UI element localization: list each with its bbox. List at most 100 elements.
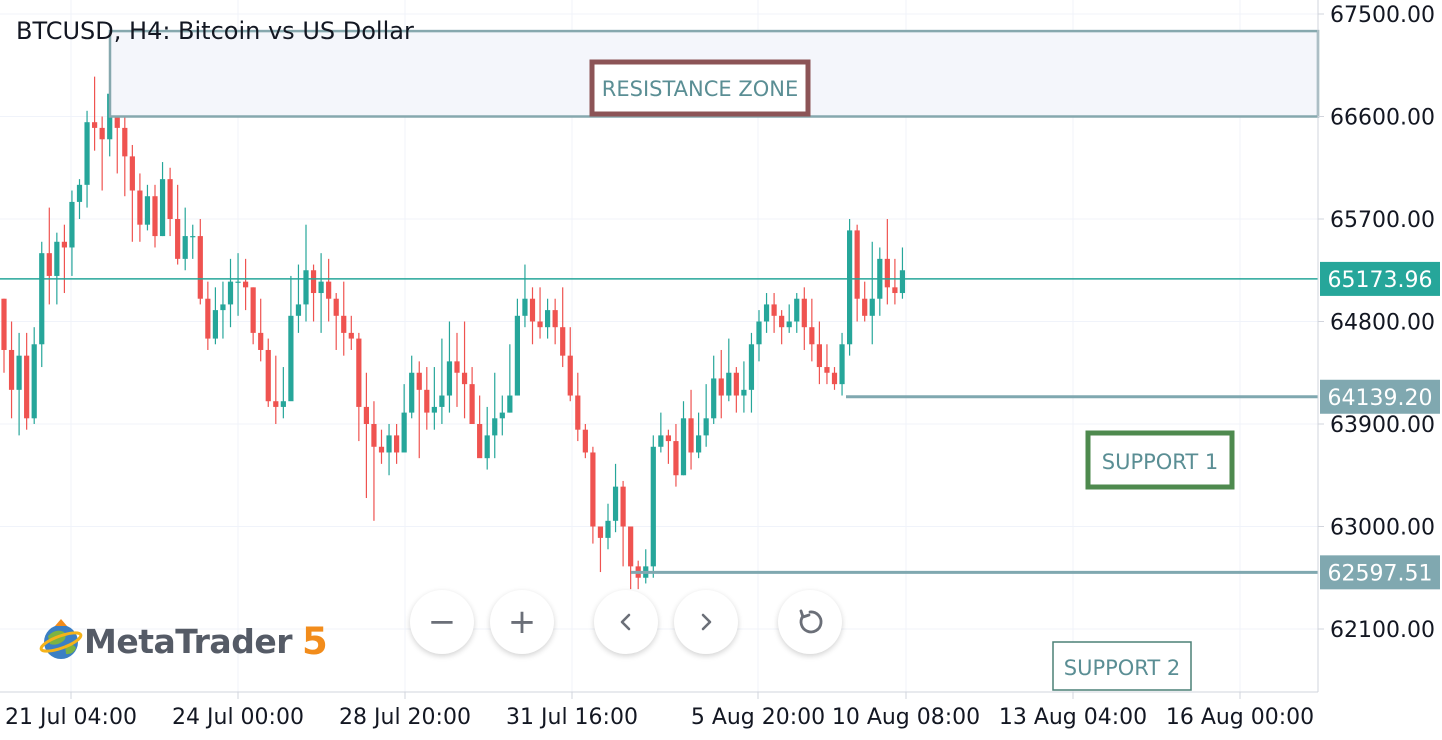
- chart-title: BTCUSD, H4: Bitcoin vs US Dollar: [16, 17, 414, 45]
- plus-icon: +: [507, 602, 537, 642]
- chevron-right-icon: [701, 613, 712, 631]
- candle-body: [763, 304, 770, 322]
- refresh-icon: [799, 609, 823, 634]
- overlays: RESISTANCE ZONE SUPPORT 1 SUPPORT 2: [0, 29, 1320, 691]
- y-tick-label: 67500.00: [1330, 3, 1435, 28]
- candle-body: [650, 446, 656, 567]
- candle-body: [371, 424, 377, 447]
- candle-body: [771, 304, 777, 316]
- candle-body: [786, 321, 792, 328]
- candle-body: [129, 156, 135, 191]
- support-level-label: 62597.51: [1328, 561, 1433, 586]
- candle-body: [567, 355, 573, 396]
- candle-body: [477, 424, 483, 459]
- candle-body: [310, 270, 317, 294]
- candle-body: [469, 384, 475, 424]
- y-tick-label: 66600.00: [1330, 106, 1435, 131]
- minus-icon: −: [427, 602, 457, 642]
- resistance-label: RESISTANCE ZONE: [602, 77, 799, 101]
- candle-body: [446, 361, 453, 396]
- candle-body: [899, 270, 906, 294]
- candle-body: [54, 241, 60, 276]
- candle-body: [212, 310, 218, 339]
- candle-body: [61, 241, 67, 248]
- candle-body: [726, 372, 732, 396]
- candle-body: [46, 253, 52, 276]
- candle-body: [265, 349, 271, 402]
- candle-body: [250, 287, 256, 333]
- metatrader-logo: MetaTrader 5: [38, 618, 328, 664]
- candle-body: [16, 355, 22, 390]
- candle-body: [243, 281, 249, 288]
- candle-body: [575, 395, 581, 430]
- candle-body: [235, 281, 241, 283]
- scroll-right-button[interactable]: [674, 590, 738, 654]
- candle-body: [333, 298, 339, 316]
- candle-body: [597, 526, 604, 538]
- candle-body: [356, 338, 362, 407]
- candle-body: [363, 406, 369, 424]
- candle-body: [167, 179, 173, 219]
- candle-body: [144, 196, 151, 225]
- candle-body: [582, 429, 588, 453]
- candle-body: [69, 201, 75, 248]
- candle-body: [628, 526, 634, 567]
- candle-body: [741, 389, 747, 396]
- scroll-left-button[interactable]: [594, 590, 658, 654]
- candle-body: [831, 372, 838, 385]
- candle-body: [295, 304, 302, 316]
- candle-body: [137, 190, 143, 225]
- candle-body: [39, 253, 45, 345]
- candle-body: [665, 435, 671, 442]
- zoom-in-button[interactable]: +: [490, 590, 554, 654]
- candle-body: [794, 298, 800, 322]
- current-price-label: 65173.96: [1328, 268, 1433, 293]
- resistance-label-box: [589, 59, 811, 117]
- candle-body: [529, 298, 536, 322]
- y-tick-label: 62100.00: [1330, 618, 1435, 643]
- candle-body: [84, 122, 90, 185]
- reset-button[interactable]: [778, 590, 842, 654]
- candle-body: [839, 344, 845, 385]
- y-tick-label: 64800.00: [1330, 311, 1435, 336]
- candle-body: [454, 361, 460, 373]
- candle-body: [552, 310, 558, 328]
- zoom-out-button[interactable]: −: [410, 590, 474, 654]
- x-tick-label: 5 Aug 20:00: [691, 705, 825, 730]
- support2-label-box: [1052, 641, 1192, 691]
- candle-body: [348, 332, 354, 339]
- x-tick-label: 13 Aug 04:00: [999, 705, 1147, 730]
- candle-body: [537, 321, 543, 328]
- candle-body: [401, 412, 407, 453]
- candle-body: [869, 298, 875, 316]
- candle-body: [175, 219, 181, 259]
- candle-body: [205, 298, 211, 339]
- candle-body: [756, 321, 762, 345]
- x-tick-label: 16 Aug 00:00: [1166, 705, 1314, 730]
- support1-label-box: [1085, 430, 1235, 490]
- candle-body: [522, 298, 528, 316]
- candle-body: [326, 281, 332, 299]
- candle-body: [545, 310, 551, 328]
- candle-body: [386, 435, 392, 453]
- chevron-left-icon: [620, 613, 631, 631]
- support1-label: SUPPORT 1: [1102, 450, 1218, 474]
- candle-body: [424, 389, 430, 413]
- brand-name: MetaTrader: [84, 621, 292, 661]
- candle-body: [190, 236, 196, 238]
- candle-body: [341, 315, 347, 333]
- x-tick-label: 24 Jul 00:00: [172, 705, 304, 730]
- candle-body: [703, 418, 709, 436]
- candle-body: [673, 441, 679, 476]
- candle-body: [439, 395, 445, 407]
- x-tick-label: 21 Jul 04:00: [5, 705, 137, 730]
- candle-body: [416, 372, 422, 390]
- candle-body: [590, 452, 596, 527]
- candle-body: [273, 401, 279, 407]
- candle-body: [680, 418, 687, 476]
- candle-body: [24, 355, 30, 419]
- candle-body: [99, 127, 105, 140]
- candle-body: [288, 315, 294, 402]
